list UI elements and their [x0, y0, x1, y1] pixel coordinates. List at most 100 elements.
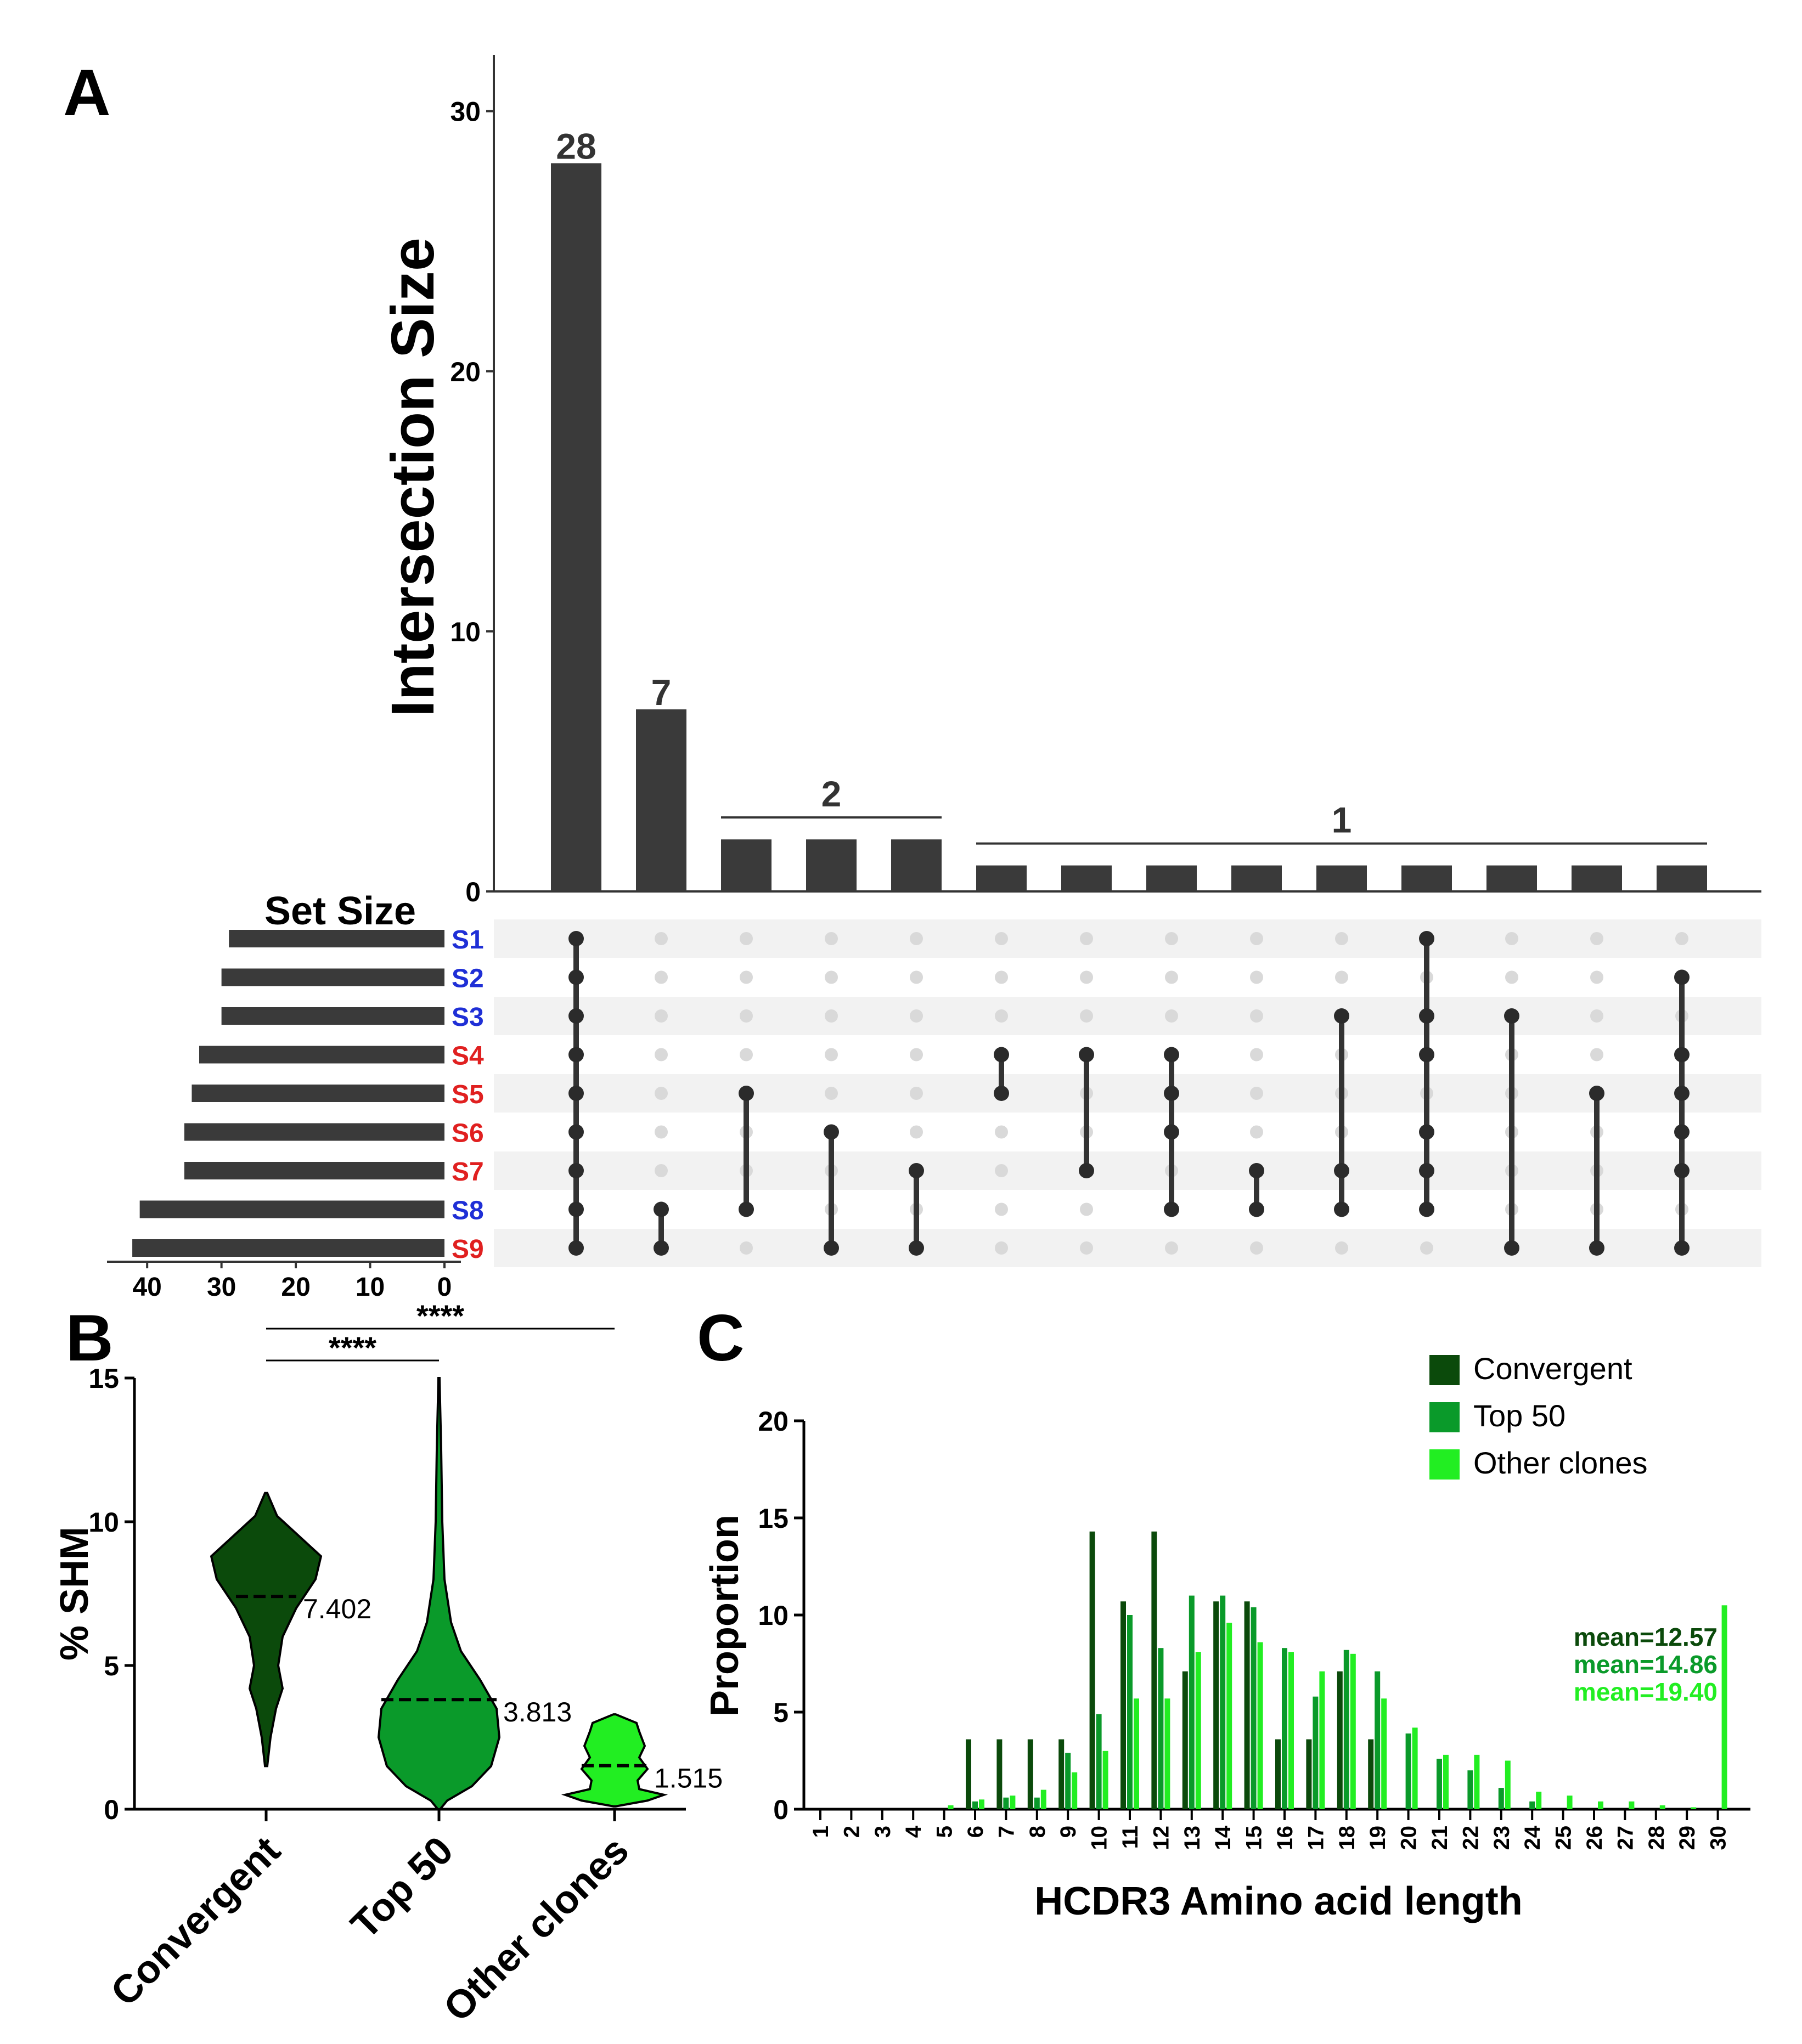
matrix-dot-active — [1674, 1240, 1690, 1256]
matrix-dot-active — [824, 1124, 839, 1140]
histogram-bar — [948, 1805, 954, 1809]
histogram-bar — [1659, 1805, 1665, 1809]
histogram-bar — [1151, 1531, 1157, 1809]
matrix-dot-inactive — [1590, 932, 1603, 945]
histogram-bar — [1003, 1797, 1009, 1809]
histogram-bar — [979, 1799, 984, 1809]
y-tick-label: 30 — [450, 97, 481, 127]
x-tick-label: 4 — [902, 1825, 926, 1838]
bar-value-label: 1 — [1332, 800, 1352, 840]
matrix-dot-inactive — [1505, 970, 1518, 984]
matrix-dot-inactive — [655, 1087, 668, 1100]
matrix-dot-active — [1334, 1163, 1349, 1178]
matrix-dot-active — [1674, 1163, 1690, 1178]
matrix-dot-inactive — [1335, 932, 1348, 945]
x-tick-label: 30 — [1707, 1826, 1731, 1850]
matrix-dot-inactive — [1590, 1048, 1603, 1061]
matrix-row-band — [494, 1151, 1761, 1190]
matrix-dot-active — [1079, 1163, 1094, 1178]
histogram-bar — [1536, 1792, 1542, 1809]
set-size-bar — [199, 1046, 444, 1064]
matrix-dot-inactive — [995, 1125, 1008, 1139]
matrix-dot-inactive — [995, 1202, 1008, 1216]
matrix-dot-inactive — [1335, 1241, 1348, 1255]
matrix-dot-active — [1249, 1201, 1264, 1217]
histogram-bar — [1257, 1642, 1263, 1809]
set-name-label: S4 — [452, 1042, 484, 1071]
matrix-dot-inactive — [995, 1241, 1008, 1255]
histogram-bar — [1474, 1754, 1480, 1809]
matrix-dot-inactive — [1250, 1009, 1263, 1023]
matrix-dot-active — [824, 1240, 839, 1256]
histogram-bar — [1629, 1801, 1635, 1809]
y-tick-label: 5 — [104, 1651, 119, 1681]
bar-value-label: 28 — [556, 126, 596, 166]
histogram-bar — [1027, 1739, 1033, 1809]
x-tick-label: 12 — [1149, 1826, 1173, 1850]
matrix-row-band — [494, 1074, 1761, 1113]
matrix-dot-inactive — [655, 932, 668, 945]
x-tick-label: 28 — [1645, 1826, 1669, 1850]
y-tick-label: 20 — [758, 1406, 789, 1437]
y-tick-label: 15 — [758, 1503, 789, 1534]
x-tick-label: 19 — [1366, 1826, 1390, 1850]
matrix-dot-inactive — [1080, 1202, 1093, 1216]
matrix-dot-active — [1334, 1201, 1349, 1217]
histogram-bar — [1368, 1739, 1374, 1809]
histogram-bar — [1598, 1801, 1603, 1809]
histogram-bar — [1244, 1601, 1250, 1809]
x-tick-label: 25 — [1552, 1826, 1576, 1850]
histogram-bar — [1096, 1714, 1102, 1809]
histogram-bar — [1343, 1650, 1349, 1809]
matrix-dot-inactive — [995, 932, 1008, 945]
histogram-bar — [1189, 1595, 1195, 1809]
matrix-dot-active — [1674, 1086, 1690, 1101]
matrix-dot-active — [1674, 1124, 1690, 1140]
intersection-bar — [1061, 865, 1112, 891]
median-value-label: 1.515 — [654, 1763, 723, 1794]
histogram-bar — [1120, 1601, 1126, 1809]
set-name-label: S2 — [452, 964, 484, 993]
set-name-label: S8 — [452, 1196, 484, 1226]
matrix-dot-inactive — [825, 1009, 838, 1023]
matrix-dot-active — [568, 1008, 584, 1024]
matrix-dot-inactive — [655, 1009, 668, 1023]
matrix-dot-active — [1504, 1240, 1519, 1256]
matrix-dot-active — [1419, 1124, 1434, 1140]
matrix-dot-inactive — [1165, 1241, 1178, 1255]
matrix-dot-inactive — [1165, 932, 1178, 945]
histogram-bar — [1691, 1807, 1697, 1809]
matrix-dot-active — [1249, 1163, 1264, 1178]
matrix-row-band — [494, 997, 1761, 1035]
matrix-dot-inactive — [825, 1048, 838, 1061]
histogram-bar — [1375, 1671, 1381, 1809]
set-size-bar — [221, 968, 444, 986]
matrix-dot-inactive — [1335, 970, 1348, 984]
matrix-dot-active — [909, 1163, 924, 1178]
intersection-bar — [1572, 865, 1622, 891]
matrix-dot-active — [909, 1240, 924, 1256]
matrix-dot-inactive — [910, 970, 923, 984]
matrix-dot-inactive — [995, 1164, 1008, 1177]
matrix-dot-active — [1589, 1240, 1604, 1256]
histogram-bar — [1251, 1607, 1257, 1809]
panel-label-c: C — [697, 1301, 745, 1375]
matrix-dot-inactive — [1080, 932, 1093, 945]
histogram-bar — [1182, 1671, 1188, 1809]
x-tick-label: 13 — [1180, 1826, 1204, 1850]
matrix-dot-inactive — [1165, 1009, 1178, 1023]
x-tick-label: 22 — [1459, 1826, 1483, 1850]
histogram-bar — [1089, 1531, 1095, 1809]
matrix-dot-active — [739, 1086, 754, 1101]
violin-shape — [561, 1713, 668, 1808]
intersection-bar — [1146, 865, 1197, 891]
matrix-dot-inactive — [740, 1241, 753, 1255]
panel-b-violin-plot: B 0 5 10 15 % SHM 7.402 Convergent 3.813 Top 50 1.… — [53, 1298, 723, 2030]
legend-label: Top 50 — [1473, 1398, 1566, 1433]
histogram-bar — [1337, 1671, 1343, 1809]
matrix-dot-inactive — [740, 1048, 753, 1061]
x-tick-label: 1 — [809, 1826, 833, 1838]
histogram-bar — [1350, 1653, 1356, 1809]
matrix-dot-active — [568, 1201, 584, 1217]
matrix-dot-active — [568, 1124, 584, 1140]
